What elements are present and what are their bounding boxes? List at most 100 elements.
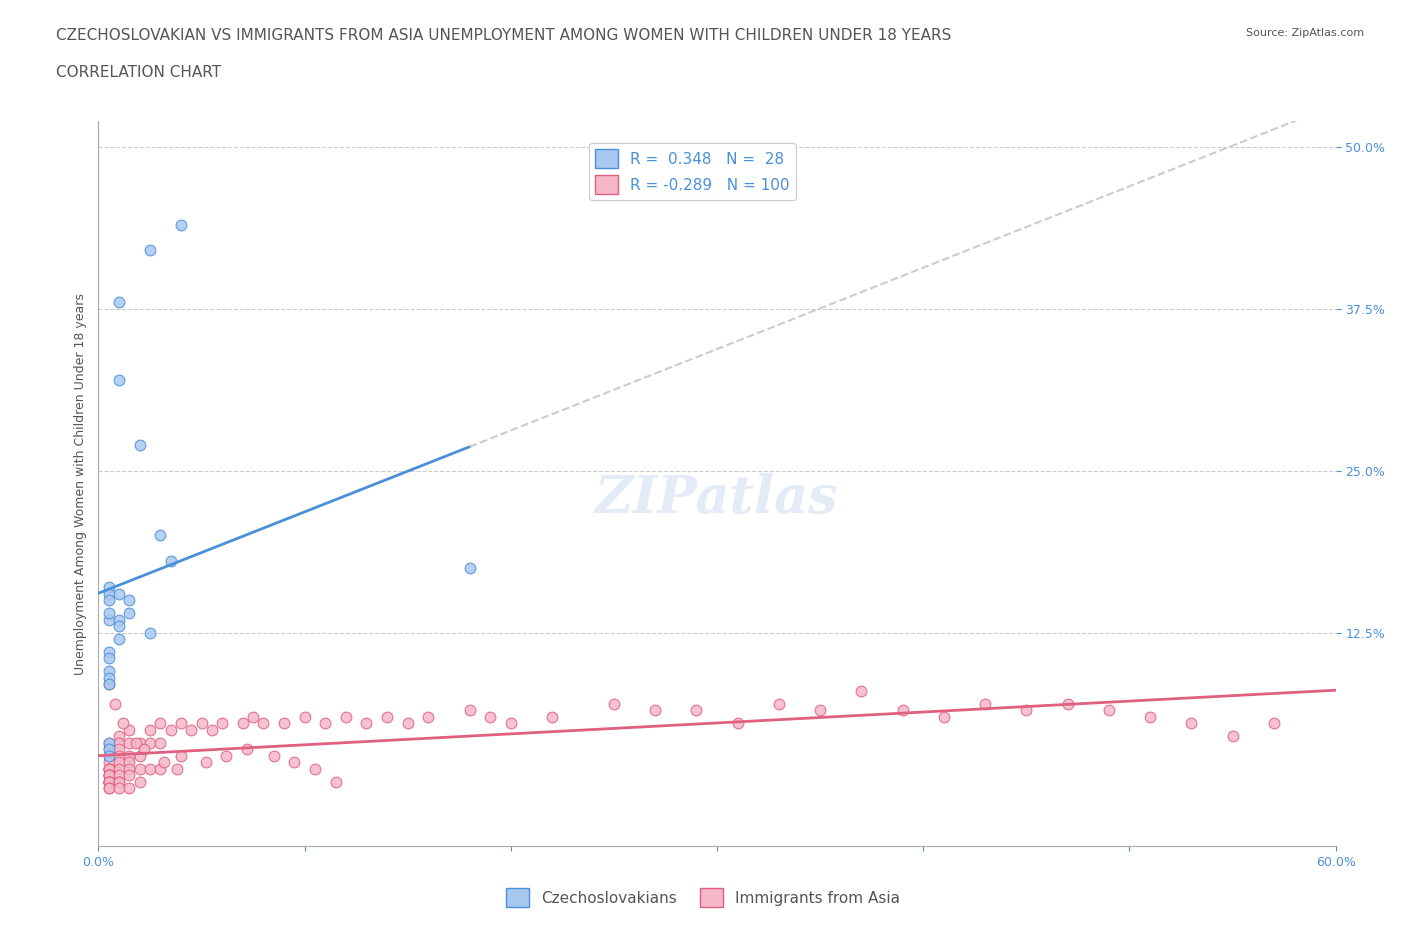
Point [97,774,120,789]
Point [180,723,202,737]
Point [97,677,120,692]
Point [97,677,120,692]
Point [215,748,238,763]
Point [97,767,120,782]
Point [97,774,120,789]
Point [139,625,162,640]
Point [118,754,141,769]
Point [108,729,131,744]
Point [118,780,141,795]
Point [128,736,150,751]
Point [644,703,666,718]
Point [97,605,120,620]
Point [97,748,120,763]
Point [97,671,120,685]
Point [108,742,131,757]
Legend: Czechoslovakians, Immigrants from Asia: Czechoslovakians, Immigrants from Asia [501,883,905,913]
Point [139,761,162,776]
Point [118,767,141,782]
Point [97,651,120,666]
Point [118,723,141,737]
Point [118,592,141,607]
Point [396,716,419,731]
Point [128,437,150,452]
Point [356,716,378,731]
Point [97,612,120,627]
Text: Source: ZipAtlas.com: Source: ZipAtlas.com [1246,28,1364,38]
Point [159,554,181,569]
Point [97,761,120,776]
Text: CORRELATION CHART: CORRELATION CHART [56,65,221,80]
Point [170,748,193,763]
Point [375,710,398,724]
Point [458,561,481,576]
Point [211,716,233,731]
Text: CZECHOSLOVAKIAN VS IMMIGRANTS FROM ASIA UNEMPLOYMENT AMONG WOMEN WITH CHILDREN U: CZECHOSLOVAKIAN VS IMMIGRANTS FROM ASIA … [56,28,952,43]
Y-axis label: Unemployment Among Women with Children Under 18 years: Unemployment Among Women with Children U… [75,293,87,674]
Point [283,754,305,769]
Point [325,774,347,789]
Point [1180,716,1202,731]
Point [97,774,120,789]
Point [166,761,188,776]
Point [139,723,162,737]
Point [124,736,146,751]
Point [851,684,873,698]
Point [458,703,481,718]
Point [499,716,522,731]
Point [108,295,131,310]
Point [808,703,831,718]
Point [118,748,141,763]
Point [97,754,120,769]
Point [170,716,193,731]
Point [1139,710,1161,724]
Text: ZIPatlas: ZIPatlas [595,472,839,524]
Point [149,528,172,543]
Point [170,217,193,232]
Point [108,748,131,763]
Point [1098,703,1121,718]
Point [97,761,120,776]
Point [97,742,120,757]
Point [541,710,564,724]
Point [97,742,120,757]
Point [335,710,357,724]
Point [1222,729,1244,744]
Point [194,754,217,769]
Point [112,716,135,731]
Point [97,579,120,594]
Point [139,736,162,751]
Point [97,586,120,601]
Point [479,710,502,724]
Point [108,774,131,789]
Point [304,761,326,776]
Point [242,710,264,724]
Point [108,373,131,388]
Point [97,767,120,782]
Point [273,716,295,731]
Point [149,736,172,751]
Point [97,774,120,789]
Point [294,710,316,724]
Point [263,748,285,763]
Point [97,664,120,679]
Point [97,748,120,763]
Point [232,716,254,731]
Point [132,742,155,757]
Point [149,716,172,731]
Point [108,780,131,795]
Point [201,723,224,737]
Point [97,761,120,776]
Point [118,761,141,776]
Point [128,774,150,789]
Point [104,697,127,711]
Point [108,736,131,751]
Point [97,774,120,789]
Point [603,697,626,711]
Point [1015,703,1038,718]
Point [252,716,274,731]
Point [1056,697,1078,711]
Point [97,736,120,751]
Point [97,780,120,795]
Point [139,243,162,258]
